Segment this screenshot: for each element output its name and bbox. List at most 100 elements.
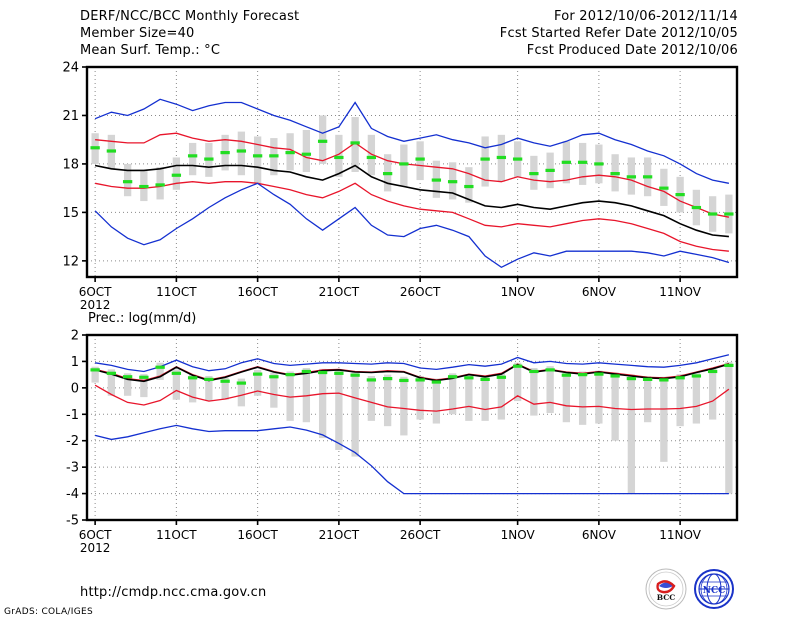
x-axis-tick-label: 16OCT [237, 285, 278, 299]
ensemble-spread-bar [221, 377, 229, 400]
ensemble-spread-bar [497, 373, 506, 420]
variable-label: Mean Surf. Temp.: °C [80, 43, 221, 58]
ensemble-spread-bar [270, 372, 278, 408]
x-axis-tick-label: 6NOV [582, 528, 617, 542]
ensemble-spread-bar [335, 134, 343, 177]
series-line [94, 98, 730, 184]
ensemble-spread-bar [351, 117, 359, 172]
svg-text:NCC: NCC [703, 586, 726, 596]
ensemble-spread-bar [383, 374, 392, 427]
ensemble-spread-bar [400, 376, 408, 436]
ensemble-spread-bar [611, 372, 619, 441]
forecast-title: DERF/NCC/BCC Monthly Forecast [80, 9, 300, 24]
x-axis-tick-label: 6OCT [79, 285, 112, 299]
temperature-chart-panel: 12 15 18 21 24 6OCT 11OCT 16OCT 21OCT 26OCT 1NOV 6N… [0, 60, 800, 310]
ensemble-spread-bar [156, 167, 164, 200]
ensemble-spread-bar [302, 130, 311, 172]
grads-credit: GrADS: COLA/IGES [4, 607, 93, 617]
ensemble-spread-bar [595, 370, 603, 424]
ensemble-spread-bar [188, 374, 197, 403]
ensemble-spread-bar [237, 378, 246, 407]
ensemble-spread-bar [335, 369, 343, 450]
y-axis-tick-label: -2 [66, 434, 79, 449]
x-axis-tick-label: 1NOV [501, 285, 536, 299]
x-axis-tick-label: 11NOV [659, 528, 701, 542]
series-line [94, 354, 730, 373]
ensemble-spread-bar [91, 366, 99, 383]
ensemble-spread-bar [286, 371, 294, 421]
ensemble-spread-bar [172, 369, 181, 400]
fcst-started-date: Fcst Started Refer Date 2012/10/05 [499, 26, 738, 41]
temperature-chart: 12 15 18 21 24 6OCT 11OCT 16OCT 21OCT 26OCT 1NOV 6N… [62, 61, 739, 310]
ensemble-spread-bar [660, 376, 668, 462]
y-axis-tick-label: 18 [62, 157, 79, 172]
ensemble-spread-bar [481, 375, 489, 421]
ensemble-spread-bar [530, 368, 538, 416]
ensemble-spread-bar [513, 362, 522, 402]
series-line [94, 424, 729, 495]
ensemble-spread-bar [318, 115, 327, 164]
y-axis-tick-label: 1 [71, 355, 79, 370]
member-size-label: Member Size=40 [80, 26, 195, 41]
website-url[interactable]: http://cmdp.ncc.cma.gov.cn [80, 585, 267, 600]
y-axis-tick-label: -4 [66, 487, 79, 502]
ensemble-spread-bar [725, 361, 733, 494]
ensemble-spread-bar [562, 371, 571, 423]
ensemble-spread-bar [140, 374, 148, 398]
y-axis-tick-label: 15 [62, 206, 79, 221]
agency-logos: BCC NCC [645, 568, 740, 610]
x-axis-tick-label: 21OCT [319, 528, 360, 542]
y-axis-tick-label: -5 [66, 514, 79, 529]
ensemble-spread-bar [123, 373, 132, 396]
ensemble-spread-bar [432, 378, 441, 424]
ensemble-spread-bar [253, 136, 262, 184]
ensemble-spread-bar [416, 375, 424, 420]
ensemble-spread-bar [676, 374, 684, 427]
x-axis-tick-label: 11NOV [659, 285, 701, 299]
series-line [95, 132, 730, 218]
series-line [94, 182, 730, 269]
series-line [94, 181, 729, 252]
ensemble-spread-bar [643, 375, 652, 423]
x-axis-tick-label: 11OCT [156, 285, 197, 299]
ensemble-spread-bar [172, 157, 181, 190]
x-axis-tick-label: 6OCT [79, 528, 112, 542]
ensemble-spread-bar [692, 372, 701, 424]
ensemble-spread-bar [708, 368, 717, 420]
ensemble-spread-bar [123, 163, 132, 197]
x-axis-tick-label: 26OCT [400, 528, 441, 542]
ensemble-spread-bar [188, 142, 197, 176]
ensemble-spread-bar [302, 368, 311, 423]
y-axis-tick-label: 21 [62, 109, 79, 124]
y-axis-tick-label: -1 [66, 408, 79, 423]
x-axis-year-label: 2012 [80, 541, 111, 555]
ensemble-spread-bar [546, 366, 554, 413]
x-axis-tick-label: 6NOV [582, 285, 617, 299]
ensemble-spread-bar [448, 373, 457, 415]
y-axis-tick-label: 12 [62, 254, 79, 269]
ensemble-spread-bar [253, 369, 262, 396]
ensemble-spread-bar [351, 371, 359, 457]
ensemble-spread-bar [367, 134, 376, 176]
ensemble-spread-bar [416, 141, 424, 181]
svg-text:BCC: BCC [657, 593, 675, 602]
ensemble-spread-bar [367, 375, 376, 421]
ncc-logo: NCC [693, 568, 735, 610]
chart-title: Prec.: log(mm/d) [88, 311, 196, 326]
x-axis-year-label: 2012 [80, 298, 111, 310]
x-axis-tick-label: 26OCT [400, 285, 441, 299]
series-line [94, 164, 729, 238]
ensemble-spread-bar [400, 144, 408, 187]
ensemble-spread-bar [465, 167, 473, 203]
y-axis-tick-label: 0 [71, 381, 79, 396]
precipitation-chart-panel: -5 -4 -3 -2 -1 0 1 2 6OCT 11OCT 16OCT 21OCT 26OCT 1NO… [0, 300, 800, 560]
y-axis-tick-label: 24 [62, 61, 79, 76]
ensemble-spread-bar [107, 369, 116, 396]
bcc-logo: BCC [645, 568, 687, 610]
ensemble-spread-bar [205, 375, 213, 402]
x-axis-tick-label: 1NOV [501, 528, 536, 542]
ensemble-spread-bar [318, 368, 327, 439]
x-axis-tick-label: 21OCT [319, 285, 360, 299]
ensemble-spread-bar [237, 131, 246, 176]
